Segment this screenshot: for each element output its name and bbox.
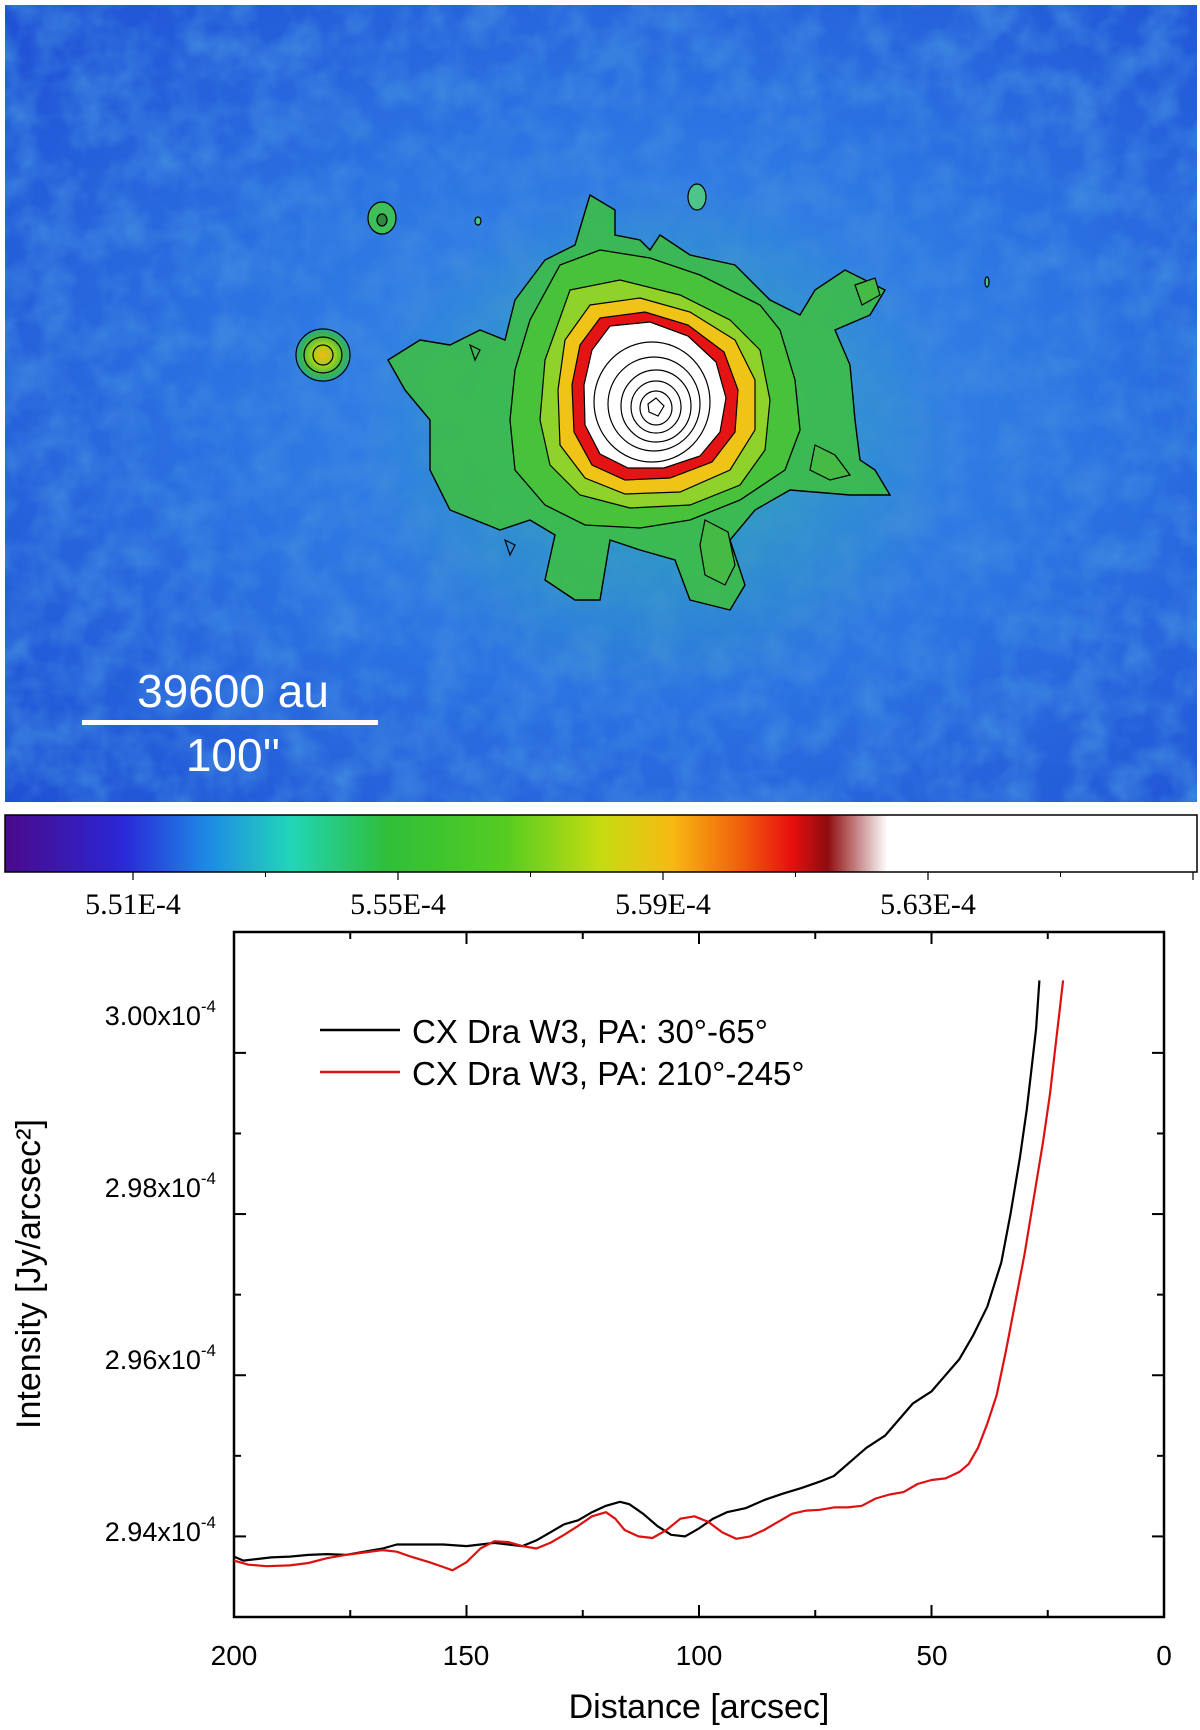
colorbar-tick-label: 5.59E-4 — [615, 888, 711, 921]
lobe-contours — [468, 277, 881, 586]
saturated-core — [583, 321, 727, 469]
colorbar-tick-label: 5.55E-4 — [350, 888, 446, 921]
plot-ticks — [233, 932, 1165, 1617]
y-tick-label: 3.00x10-4 — [105, 997, 216, 1031]
scalebar-line — [82, 720, 378, 725]
x-tick-label: 50 — [916, 1640, 947, 1671]
x-axis-label: Distance [arcsec] — [569, 1688, 830, 1726]
y-tick-label: 2.94x10-4 — [105, 1513, 216, 1547]
y-axis-label: Intensity [Jy/arcsec²] — [10, 1119, 48, 1429]
scalebar-top-label: 39600 au — [137, 665, 329, 717]
x-tick-label: 100 — [676, 1640, 723, 1671]
plot-series — [234, 980, 1065, 1572]
core-contours — [593, 341, 711, 463]
colorbar-ramp — [4, 814, 1198, 873]
legend-label: CX Dra W3, PA: 210°-245° — [412, 1055, 805, 1092]
legend: CX Dra W3, PA: 30°-65° CX Dra W3, PA: 21… — [320, 1013, 805, 1092]
colorbar-ticks — [132, 872, 1194, 880]
y-tick-label: 2.96x10-4 — [105, 1341, 216, 1375]
y-tick-label: 2.98x10-4 — [105, 1169, 216, 1203]
legend-label: CX Dra W3, PA: 30°-65° — [412, 1013, 768, 1050]
y-tick-labels: 2.94x10-4 2.96x10-4 2.98x10-4 3.00x10-4 — [105, 997, 216, 1547]
colorbar-tick-label: 5.51E-4 — [85, 888, 181, 921]
intensity-map: 39600 au 100'' — [5, 5, 1197, 802]
x-tick-label: 0 — [1156, 1640, 1172, 1671]
x-tick-label: 200 — [211, 1640, 258, 1671]
plot-frame — [232, 930, 1166, 1619]
scalebar-bottom-label: 100'' — [186, 729, 280, 781]
contour-outer — [387, 193, 892, 611]
colorbar-tick-label: 5.63E-4 — [880, 888, 976, 921]
x-tick-label: 150 — [443, 1640, 490, 1671]
colorbar: 5.51E-4 5.55E-4 5.59E-4 5.63E-4 — [4, 814, 1198, 921]
profile-plot: CX Dra W3, PA: 30°-65° CX Dra W3, PA: 21… — [10, 930, 1172, 1726]
series-line-1 — [234, 980, 1065, 1572]
scale-bar: 39600 au 100'' — [82, 665, 378, 781]
isolated-sources — [295, 183, 990, 382]
